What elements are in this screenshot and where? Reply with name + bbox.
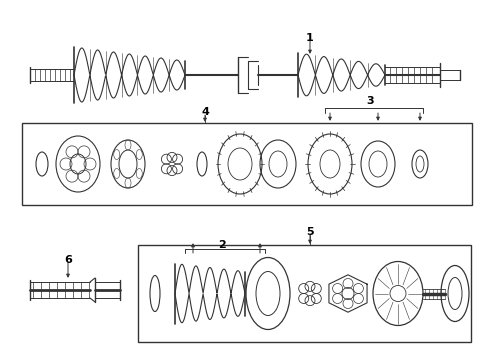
Bar (22, 123, 472, 205)
Text: 6: 6 (64, 255, 72, 265)
Text: 1: 1 (306, 33, 314, 43)
Text: 3: 3 (366, 96, 374, 106)
Text: 5: 5 (306, 227, 314, 237)
Text: 4: 4 (201, 107, 209, 117)
Bar (138, 245, 471, 342)
Text: 2: 2 (218, 240, 226, 250)
